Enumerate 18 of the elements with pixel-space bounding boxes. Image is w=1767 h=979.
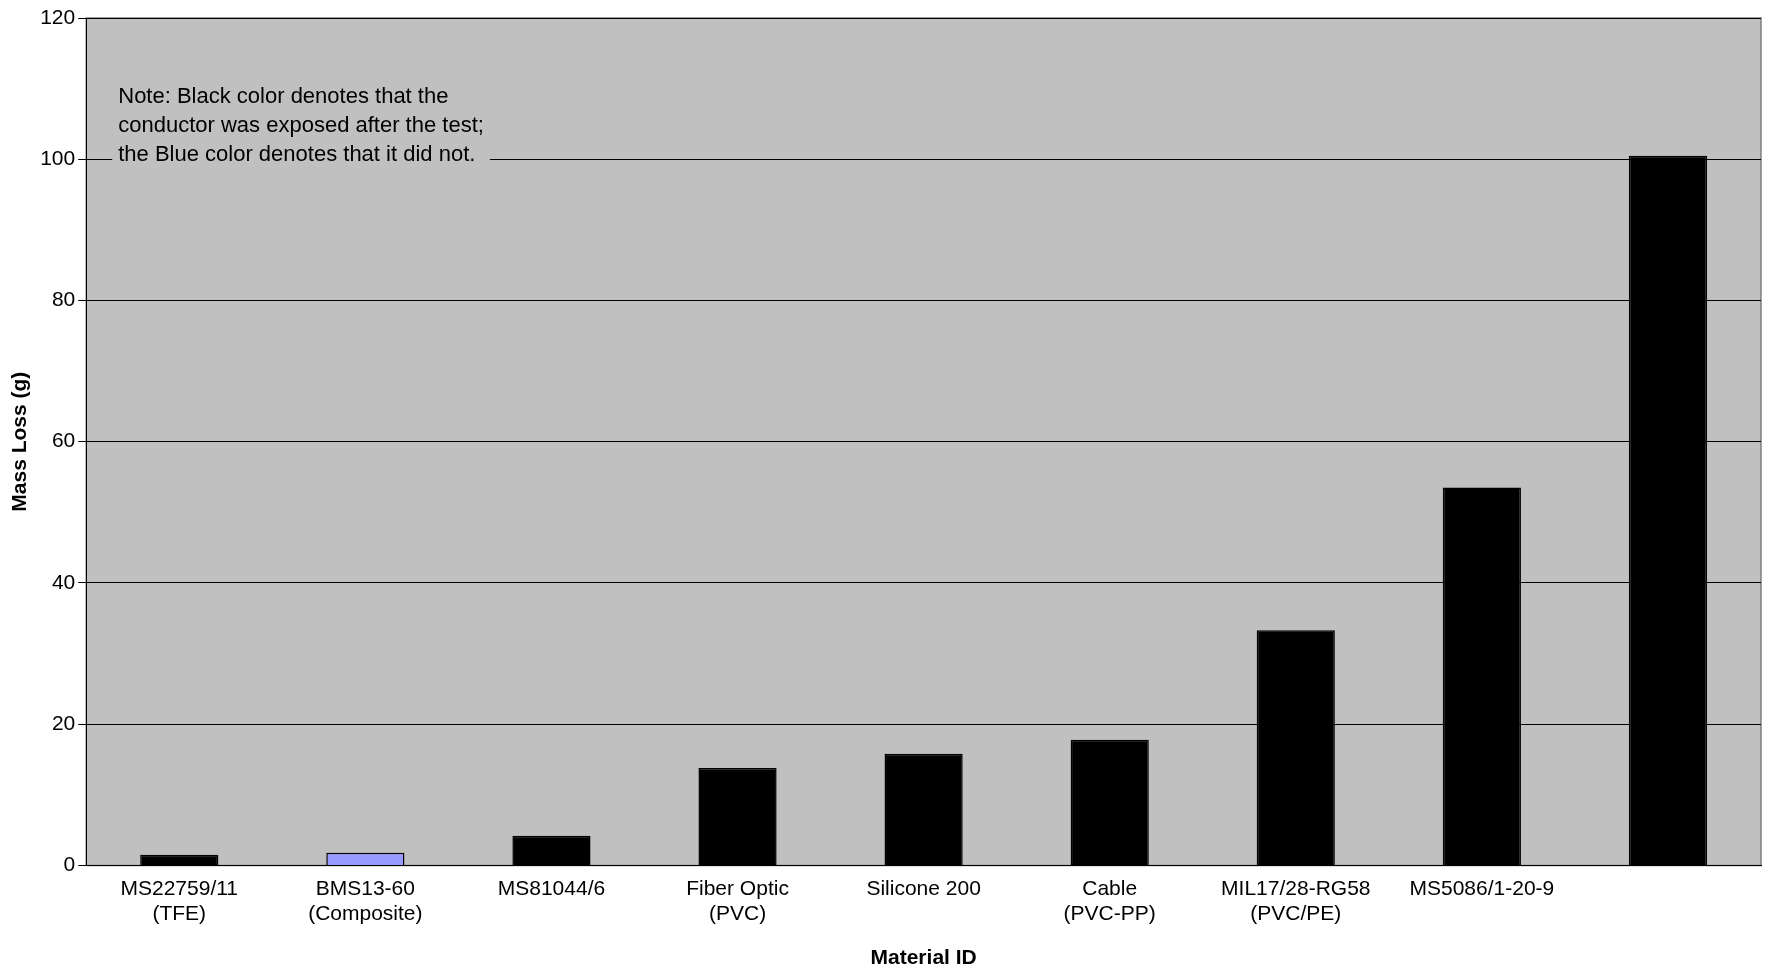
x-tick-label: MS5086/1-20-9	[1409, 875, 1555, 899]
x-tick-label: MIL17/28-RG58 (PVC/PE)	[1221, 875, 1371, 924]
x-tick-label: Cable (PVC-PP)	[1063, 875, 1156, 924]
annotation: Note: Black color denotes that the conductor was exposed after the test; the Blue color denotes that it did not.	[118, 83, 484, 166]
y-tick-label: 120	[40, 4, 76, 28]
y-tick-label: 100	[40, 146, 76, 170]
x-tick-label: MS81044/6	[497, 875, 606, 899]
x-tick-label: BMS13-60 (Composite)	[308, 875, 423, 924]
x-tick-label: Silicone 200	[866, 875, 981, 899]
x-tick-label: Fiber Optic (PVC)	[686, 875, 789, 924]
y-axis-title: Mass Loss (g)	[7, 371, 31, 512]
x-axis-title: Material ID	[870, 945, 977, 969]
y-tick-label: 20	[51, 710, 76, 734]
y-tick-label: 40	[51, 569, 76, 593]
x-tick-label: MS22759/11 (TFE)	[120, 875, 239, 924]
y-tick-label: 80	[51, 287, 76, 311]
y-tick-label: 60	[51, 428, 76, 452]
y-tick-label: 0	[63, 852, 76, 876]
